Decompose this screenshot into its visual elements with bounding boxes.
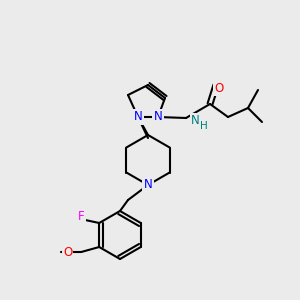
Text: N: N bbox=[191, 115, 200, 128]
Text: N: N bbox=[144, 178, 152, 191]
Text: N: N bbox=[154, 110, 162, 124]
Text: N: N bbox=[134, 110, 142, 124]
Text: H: H bbox=[200, 121, 208, 131]
Text: O: O bbox=[63, 245, 72, 259]
Text: F: F bbox=[78, 211, 85, 224]
Text: O: O bbox=[214, 82, 224, 94]
